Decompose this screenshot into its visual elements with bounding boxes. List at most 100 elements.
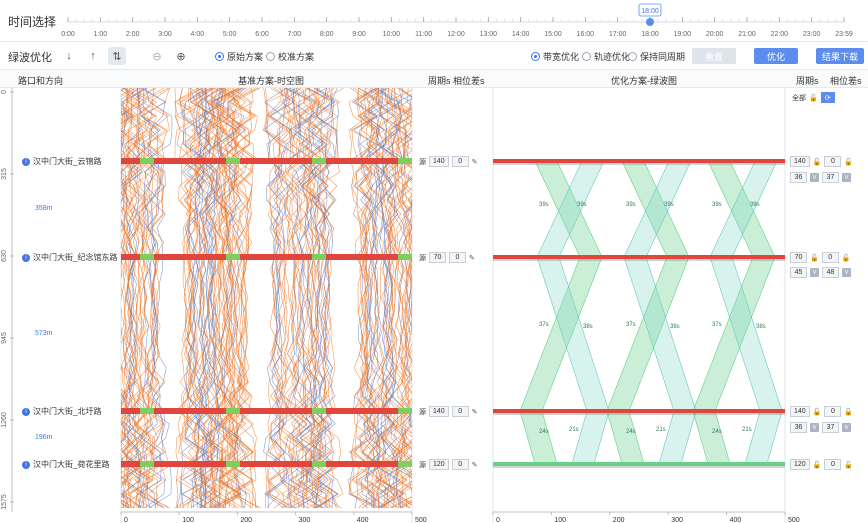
- optimize-button[interactable]: 优化: [754, 48, 798, 64]
- radio-bandwidth-dot[interactable]: [531, 52, 540, 61]
- radio-original[interactable]: 原始方案: [215, 50, 263, 63]
- time-tick-label: 15:00: [544, 31, 562, 38]
- download-button[interactable]: 结果下载: [816, 48, 864, 64]
- bidirectional-icon[interactable]: ⇅: [108, 47, 126, 65]
- optimized-control-4: 120 🔓 0 🔓: [790, 459, 853, 470]
- time-handle-tooltip: [638, 3, 662, 17]
- time-axis[interactable]: 0:00 1:00 2:00 3:00 4:00 5:00 6:00 7:00 8:00 9:00…: [0, 0, 868, 42]
- offset-input[interactable]: 0: [824, 406, 842, 417]
- intersection-3-name: 汉中门大街_北圩路: [33, 407, 102, 416]
- red-phase-bar: [493, 255, 785, 259]
- intersection-1[interactable]: i 汉中门大街_云锦路: [22, 156, 101, 167]
- vehicle-trajectory: [93, 88, 111, 508]
- time-selector: 时间选择 0:00 1:00 2:00 3:00 4:00 5:00 6:00 7:00 8:0…: [0, 0, 868, 42]
- green-phase-bar: [226, 254, 240, 260]
- cycle-input[interactable]: 140: [429, 406, 449, 417]
- cycle-input[interactable]: 120: [790, 459, 810, 470]
- header-cycle-offset-left: 周期s 相位差s: [428, 76, 485, 86]
- offset-input[interactable]: 0: [449, 252, 466, 263]
- lock-icon[interactable]: 🔓: [812, 158, 822, 166]
- time-tick-label: 8:00: [320, 31, 334, 38]
- red-phase-bar: [493, 409, 785, 413]
- zoom-out-icon[interactable]: ⊖: [152, 50, 162, 63]
- radio-keep-cycle-dot[interactable]: [628, 52, 637, 61]
- intersection-2-name: 汉中门大街_纪念馆东路: [33, 253, 118, 262]
- lock-icon[interactable]: 🔓: [810, 254, 819, 262]
- offset-input[interactable]: 0: [451, 406, 469, 417]
- green-wave-group: [519, 160, 783, 465]
- green-phase-bar: [312, 254, 326, 260]
- vehicle-trajectory: [145, 88, 173, 509]
- source-label: 源: [419, 254, 426, 262]
- time-slider-handle[interactable]: [646, 18, 654, 26]
- split-input[interactable]: 37: [822, 422, 839, 433]
- split-input[interactable]: 36: [790, 172, 807, 183]
- time-tick-label: 7:00: [288, 31, 302, 38]
- refresh-icon[interactable]: ⟳: [820, 92, 835, 103]
- split-input[interactable]: 48: [822, 267, 839, 278]
- distance-label: 358m: [35, 205, 53, 212]
- intersection-icon: i: [22, 253, 30, 262]
- time-tick-label: 6:00: [255, 31, 269, 38]
- intersection-2[interactable]: i 汉中门大街_纪念馆东路: [22, 252, 117, 263]
- green-phase-bar: [140, 254, 154, 260]
- radio-calibrate-dot[interactable]: [266, 52, 275, 61]
- split-input[interactable]: 45: [790, 267, 807, 278]
- sort-down-icon[interactable]: ↓: [66, 50, 72, 62]
- cycle-input[interactable]: 140: [790, 406, 810, 417]
- cycle-input[interactable]: 140: [429, 156, 449, 167]
- vehicle-trajectory: [121, 110, 131, 499]
- all-label: 全部: [792, 94, 806, 102]
- vehicle-trajectory: [88, 88, 115, 508]
- cycle-input[interactable]: 120: [429, 459, 449, 470]
- green-phase-bar: [140, 461, 154, 467]
- cycle-input[interactable]: 70: [790, 252, 807, 263]
- band-label: 21s: [569, 427, 579, 433]
- edit-icon[interactable]: ✎: [471, 461, 478, 469]
- offset-input[interactable]: 0: [824, 156, 842, 167]
- x-axis-label: 500: [788, 517, 800, 523]
- lock-icon[interactable]: 🔓: [844, 158, 854, 166]
- offset-input[interactable]: 0: [821, 252, 839, 263]
- lock-icon[interactable]: 🔓: [812, 408, 822, 416]
- lock-icon[interactable]: 🔓: [844, 408, 854, 416]
- intersection-3[interactable]: i 汉中门大街_北圩路: [22, 406, 101, 417]
- diagram-canvas: 0 315 630 945 1260 1575 0 100 200 300 400 500 0 100 20…: [1, 88, 800, 523]
- cycle-input[interactable]: 140: [790, 156, 810, 167]
- lock-icon[interactable]: 🔓: [809, 94, 818, 102]
- v-badge: V: [842, 173, 851, 182]
- sort-up-icon[interactable]: ↑: [90, 50, 96, 62]
- green-phase-bar: [312, 158, 326, 164]
- edit-icon[interactable]: ✎: [471, 158, 478, 166]
- radio-calibrate[interactable]: 校准方案: [266, 50, 314, 63]
- radio-trajectory[interactable]: 轨迹优化: [582, 50, 630, 63]
- offset-input[interactable]: 0: [824, 459, 842, 470]
- time-tick-label: 2:00: [126, 31, 140, 38]
- toolbar-title: 绿波优化: [8, 52, 52, 64]
- offset-input[interactable]: 0: [451, 156, 469, 167]
- intersection-4[interactable]: i 汉中门大街_荷花里路: [22, 459, 109, 470]
- edit-icon[interactable]: ✎: [469, 254, 475, 262]
- lock-icon[interactable]: 🔓: [844, 461, 854, 469]
- green-wave-band: [571, 410, 610, 465]
- time-tick-label: 4:00: [191, 31, 205, 38]
- edit-icon[interactable]: ✎: [471, 408, 478, 416]
- split-input[interactable]: 36: [790, 422, 807, 433]
- cycle-input[interactable]: 70: [429, 252, 446, 263]
- reset-button[interactable]: 重置: [692, 48, 736, 64]
- vehicle-trajectory: [397, 107, 412, 476]
- green-phase-bar: [140, 158, 154, 164]
- radio-bandwidth[interactable]: 带宽优化: [531, 50, 579, 63]
- zoom-in-icon[interactable]: ⊕: [176, 50, 186, 63]
- split-input[interactable]: 37: [822, 172, 839, 183]
- offset-input[interactable]: 0: [451, 459, 469, 470]
- lock-icon[interactable]: 🔓: [812, 461, 822, 469]
- header-intersection: 路口和方向: [18, 76, 64, 86]
- lock-icon[interactable]: 🔓: [841, 254, 851, 262]
- radio-original-dot[interactable]: [215, 52, 224, 61]
- vehicle-trajectory: [121, 465, 125, 509]
- radio-keep-cycle[interactable]: 保持同周期: [628, 50, 685, 63]
- time-selector-title: 时间选择: [8, 15, 57, 29]
- red-phase-bar: [121, 461, 412, 467]
- radio-trajectory-dot[interactable]: [582, 52, 591, 61]
